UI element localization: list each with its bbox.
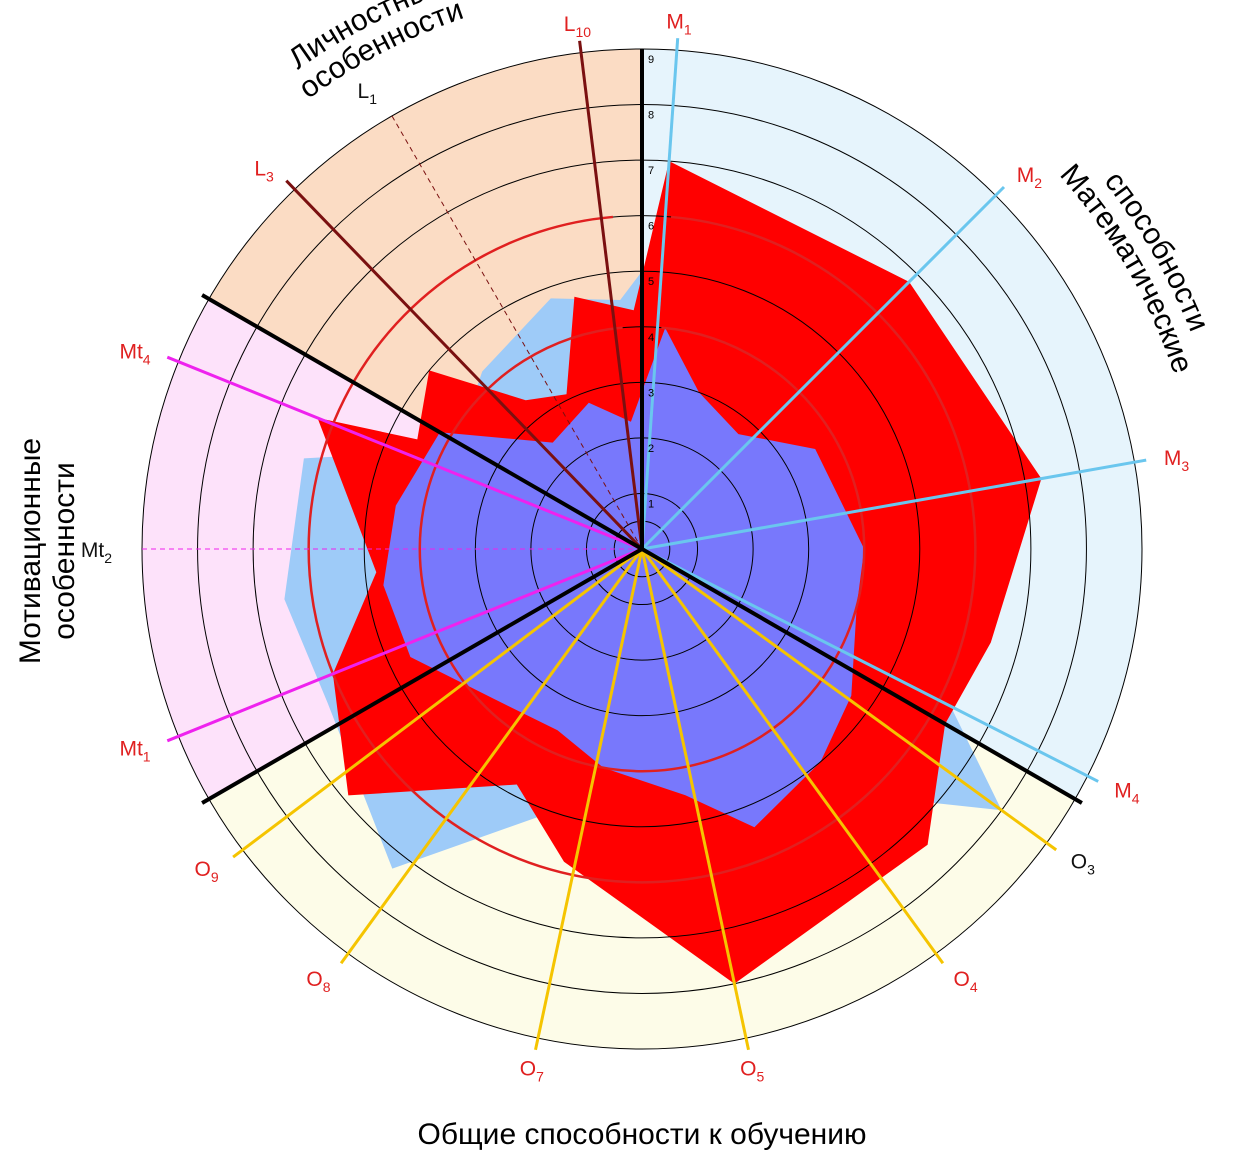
sector-separator-300 xyxy=(201,293,644,551)
axis-label-l3: L3 xyxy=(254,158,274,185)
axis-label-o4: O4 xyxy=(954,968,978,995)
axis-label-m4: M4 xyxy=(1114,780,1140,807)
axis-line-o3 xyxy=(641,547,1058,852)
axis-label-m1: M1 xyxy=(666,10,692,37)
axis-line-m4 xyxy=(641,547,1099,783)
tick-labels: 1 2 3 4 5 6 7 8 9 xyxy=(648,54,654,510)
series-polygon-2 xyxy=(383,328,865,828)
axis-label-o3: O3 xyxy=(1071,851,1095,878)
axis-line-l3 xyxy=(285,179,644,551)
axis-label-m3: M3 xyxy=(1164,447,1190,474)
axis-line-mt4 xyxy=(166,355,643,551)
sector-label-general: Общие способности к обучению xyxy=(417,1118,866,1151)
axis-label-m2: M2 xyxy=(1017,164,1043,191)
axis-label-o8: O8 xyxy=(306,968,330,995)
axis-line-o7 xyxy=(534,548,644,1051)
tick-label-3: 3 xyxy=(648,387,654,399)
tick-label-4: 4 xyxy=(648,332,654,344)
axis-line-o9 xyxy=(232,547,643,859)
reference-circle-1 xyxy=(418,326,866,773)
axis-label-l1: L1 xyxy=(358,80,378,107)
reference-circles xyxy=(307,215,977,884)
tick-label-2: 2 xyxy=(648,443,654,455)
axis-line-o8 xyxy=(339,548,644,965)
tick-label-6: 6 xyxy=(648,221,654,233)
sector-separators xyxy=(201,49,1083,805)
axis-line-m2 xyxy=(640,185,1006,551)
axis-label-o9: O9 xyxy=(195,858,219,885)
axis-label-mt1: Mt1 xyxy=(119,738,150,765)
axis-label-mt2: Mt2 xyxy=(81,539,112,566)
tick-label-8: 8 xyxy=(648,110,654,122)
axis-label-o5: O5 xyxy=(740,1057,764,1084)
axis-label-mt4: Mt4 xyxy=(119,341,150,368)
axis-line-l1 xyxy=(391,115,643,550)
axis-labels: M1 M2 M3 M4 O3 O4 O5 O7 O8 O9 Mt1 Mt2 Mt4 L3 L1 L10 xyxy=(81,10,1190,1084)
tick-label-9: 9 xyxy=(648,54,654,66)
sector-separator-240 xyxy=(201,547,644,805)
axis-line-o4 xyxy=(640,548,945,965)
sector-separator-120 xyxy=(640,547,1083,805)
axis-line-mt1 xyxy=(166,547,643,743)
axis-label-l10: L10 xyxy=(564,13,591,40)
axis-line-m3 xyxy=(641,458,1147,551)
axis-line-m1 xyxy=(640,38,680,550)
axis-line-o5 xyxy=(640,548,750,1051)
tick-label-5: 5 xyxy=(648,276,654,288)
tick-label-1: 1 xyxy=(648,498,654,510)
axes xyxy=(142,38,1147,1051)
tick-label-7: 7 xyxy=(648,165,654,177)
axis-label-o7: O7 xyxy=(520,1057,544,1084)
reference-circle-0 xyxy=(307,215,977,884)
sector-label-motiv: Мотивационныеособенности xyxy=(14,438,81,664)
axis-line-l10 xyxy=(578,40,644,550)
